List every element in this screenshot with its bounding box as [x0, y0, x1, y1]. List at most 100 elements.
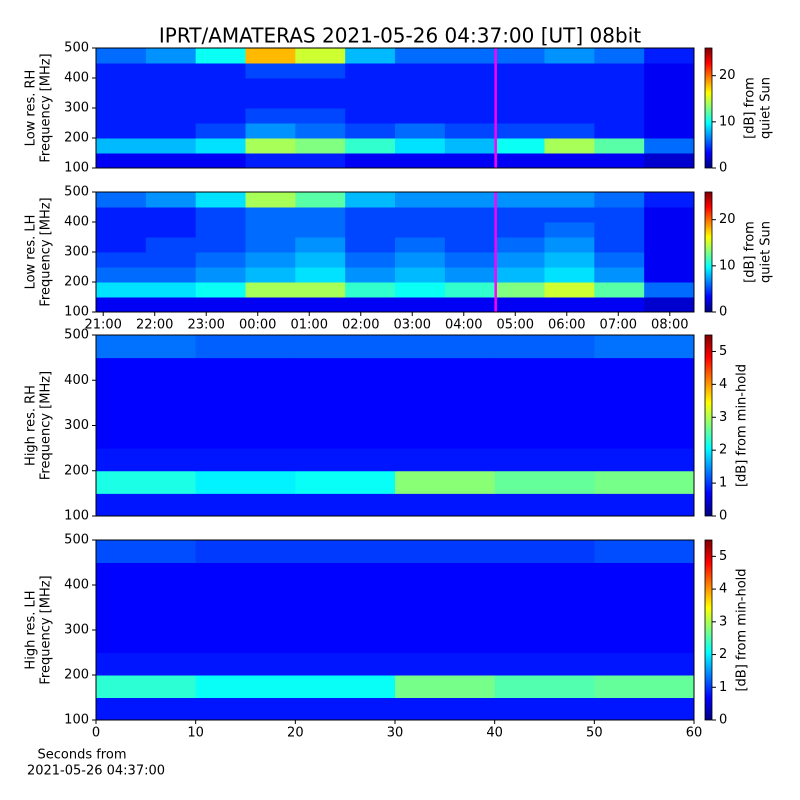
heat-cell — [96, 252, 147, 268]
heat-cell — [245, 252, 296, 268]
heat-cell — [295, 237, 346, 253]
y-axis-label: High res. LH — [24, 590, 39, 669]
heat-cell — [96, 207, 147, 223]
heat-cell — [195, 108, 246, 124]
colorbar-tick-label: 2 — [719, 647, 727, 662]
heat-cell — [195, 63, 246, 79]
colorbar-tick-label: 0 — [719, 509, 727, 524]
heat-cell — [395, 48, 446, 64]
heat-cell — [96, 697, 197, 721]
heat-cell — [494, 425, 595, 449]
heat-cell — [594, 237, 645, 253]
colorbar-tick-label: 5 — [719, 549, 727, 564]
x-tick-label: 20 — [287, 726, 304, 741]
heat-cell — [494, 123, 545, 139]
heat-cell — [644, 192, 695, 208]
heat-cell — [96, 652, 197, 676]
heat-cell — [395, 540, 496, 563]
heat-cell — [96, 630, 197, 653]
heat-cell — [195, 470, 296, 494]
heat-cell — [395, 630, 496, 653]
heat-cell — [594, 562, 695, 586]
heat-cell — [195, 357, 296, 381]
heat-cell — [195, 652, 296, 676]
heat-cell — [395, 78, 446, 94]
heat-cell — [494, 697, 595, 721]
heat-cell — [195, 585, 296, 608]
y-tick-label: 400 — [64, 578, 89, 593]
heat-cell — [295, 192, 346, 208]
heat-cell — [245, 192, 296, 208]
heat-cell — [494, 267, 545, 283]
heat-cell — [295, 607, 396, 631]
heat-cell — [494, 297, 545, 313]
x-tick-label: 10 — [187, 726, 204, 741]
heat-cell — [494, 192, 545, 208]
heat-cell — [594, 108, 645, 124]
heat-cell — [295, 138, 346, 154]
heat-cell — [395, 207, 446, 223]
colorbar-tick-label: 4 — [719, 377, 727, 392]
heat-cell — [644, 153, 695, 169]
x-tick-label: 02:00 — [342, 318, 379, 333]
heat-cell — [245, 267, 296, 283]
heat-cell — [96, 297, 147, 313]
heat-cell — [644, 108, 695, 124]
heat-cell — [544, 63, 595, 79]
heat-cell — [494, 93, 545, 109]
heat-cell — [295, 470, 396, 494]
heat-cell — [594, 63, 645, 79]
heat-cell — [245, 63, 296, 79]
heat-cell — [96, 607, 197, 631]
heat-cell — [395, 222, 446, 238]
heat-cell — [145, 237, 197, 253]
heat-cell — [544, 123, 595, 139]
heat-cell — [444, 282, 496, 298]
heat-cell — [594, 222, 645, 238]
heat-cell — [345, 123, 396, 139]
heat-cell — [96, 585, 197, 608]
heat-cell — [494, 108, 545, 124]
heat-cell — [295, 252, 346, 268]
heat-cell — [395, 448, 496, 472]
x-tick-label: 08:00 — [651, 318, 688, 333]
heat-cell — [544, 48, 595, 64]
colorbar-tick-label: 3 — [719, 614, 727, 629]
heat-cell — [494, 630, 595, 653]
heat-cell — [345, 192, 396, 208]
heat-cell — [96, 192, 147, 208]
heat-cell — [644, 267, 695, 283]
heat-cell — [96, 470, 197, 494]
heat-cell — [345, 207, 396, 223]
heat-cell — [594, 607, 695, 631]
heat-cell — [494, 282, 545, 298]
heat-cell — [644, 252, 695, 268]
heat-cell — [195, 540, 296, 563]
y-tick-label: 500 — [64, 533, 89, 548]
y-tick-label: 400 — [64, 215, 89, 230]
heat-cell — [295, 380, 396, 404]
heat-cell — [345, 222, 396, 238]
heat-cell — [594, 425, 695, 449]
heat-cell — [345, 297, 396, 313]
heat-cell — [395, 93, 446, 109]
heat-cell — [295, 222, 346, 238]
heat-cell — [544, 237, 595, 253]
heat-cell — [145, 138, 197, 154]
heat-cell — [96, 153, 147, 169]
heat-cell — [494, 402, 595, 426]
heat-cell — [444, 222, 496, 238]
heat-cell — [544, 153, 595, 169]
y-tick-label: 500 — [64, 328, 89, 343]
heat-cell — [245, 108, 296, 124]
heat-cell — [594, 207, 645, 223]
heat-cell — [544, 282, 595, 298]
heat-cell — [145, 78, 197, 94]
heat-cell — [96, 237, 147, 253]
heat-cell — [345, 138, 396, 154]
y-tick-label: 300 — [64, 245, 89, 260]
heat-cell — [245, 282, 296, 298]
heat-cell — [544, 222, 595, 238]
heat-cell — [544, 252, 595, 268]
heat-cell — [295, 335, 396, 359]
